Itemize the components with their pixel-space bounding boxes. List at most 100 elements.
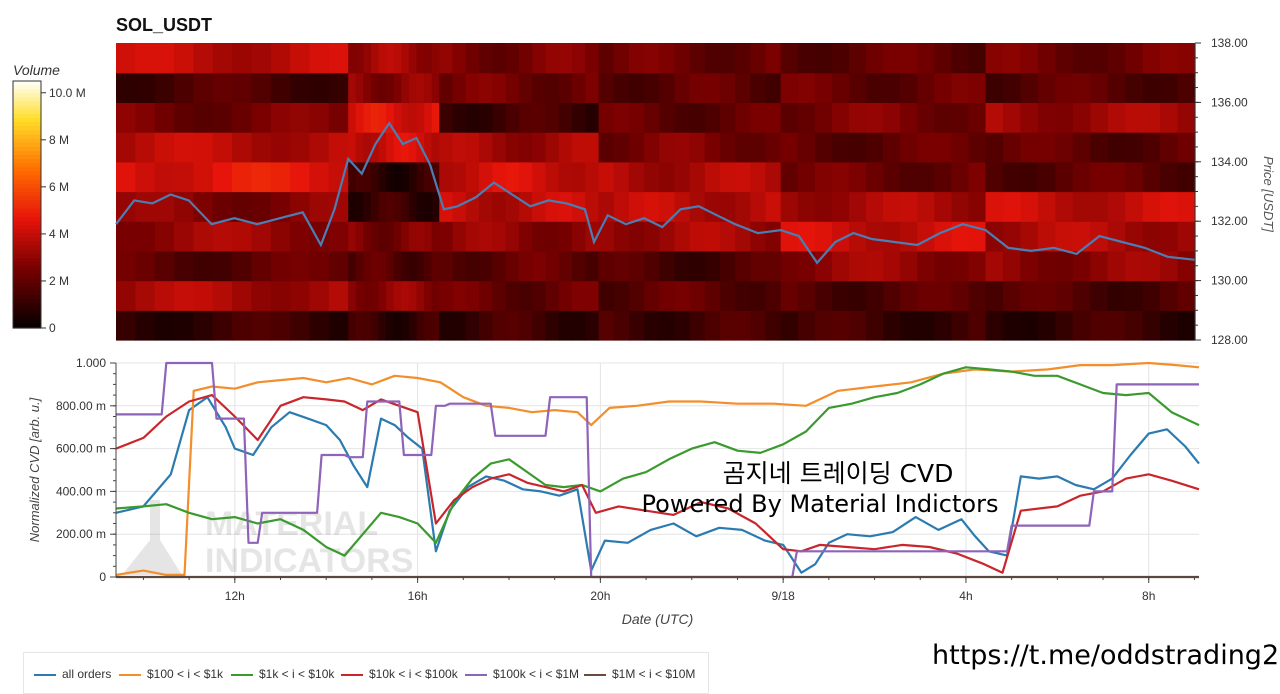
heatmap-cell [545,132,560,163]
heatmap-cell [193,72,214,103]
colorbar-gradient [13,81,41,329]
heatmap-cell [393,161,402,193]
heatmap-cell [290,280,311,311]
heatmap-cell [750,250,767,282]
heatmap-cell [479,43,493,74]
heatmap-cell [900,250,918,282]
heatmap-cell [900,221,918,252]
colorbar-step [13,225,41,230]
colorbar-label: Volume [13,62,60,78]
heatmap-cell [154,221,175,252]
heatmap-cell [212,132,233,163]
heatmap-cell [424,221,433,252]
heatmap-cell [1107,310,1126,341]
heatmap-cell [479,132,493,163]
heatmap-cell [719,132,736,163]
heatmap-cell [1072,310,1091,341]
heatmap-cell [378,102,387,133]
heatmap-cell [174,221,194,252]
colorbar-step [13,266,41,271]
heatmap-cell [452,132,467,163]
heatmap-cell [1142,221,1161,252]
heatmap-cell [154,72,175,103]
heatmap-cell [116,132,136,163]
heatmap-cell [900,161,918,193]
flask-icon [122,500,182,575]
telegram-link[interactable]: https://t.me/oddstrading2 [932,640,1280,671]
heatmap-cell [659,132,676,163]
heatmap-cell [386,250,395,282]
colorbar-step [13,183,41,189]
legend-item[interactable]: $100k < i < $1M [465,667,579,681]
cvd-x-tick-label: 4h [959,589,972,603]
cvd-x-tick-label: 12h [225,589,245,603]
heatmap-cell [883,72,901,103]
heatmap-cell [659,250,676,282]
legend-item[interactable]: $10k < i < $100k [341,667,458,681]
heatmap-cell [613,310,630,341]
heatmap-cell [439,280,454,311]
heatmap-cell [386,280,395,311]
heatmap-cell [572,43,586,74]
colorbar-step [13,216,41,222]
heatmap-cell [479,72,493,103]
heatmap-cell [251,102,272,133]
legend-item[interactable]: $1k < i < $10k [231,667,334,681]
heatmap-cell [765,132,782,163]
heatmap-cell [251,43,272,74]
heatmap-cell [386,72,395,103]
heatmap-cell [866,72,884,103]
heatmap-cell [174,43,194,74]
heatmap-cell [1055,72,1074,103]
heatmap-cell [154,161,175,193]
heatmap-cell [719,161,736,193]
heatmap-cell [363,102,372,133]
heatmap-cell [1090,43,1109,74]
heatmap-cell [1142,280,1161,311]
legend-item[interactable]: all orders [34,667,111,681]
heatmap-cell [883,43,901,74]
heatmap-cell [1055,191,1074,222]
heatmap-cell [479,161,493,193]
heatmap-cell [135,132,156,163]
heatmap-cell [309,43,330,74]
heatmap-cell [659,43,676,74]
colorbar-tick-label: 0 [49,321,56,335]
heatmap-cell [704,161,721,193]
heatmap-cell [545,221,560,252]
heatmap-cell [1055,102,1074,133]
heatmap-cell [866,43,884,74]
heatmap-cell [613,191,630,222]
colorbar-step [13,113,41,119]
legend-item[interactable]: $1M < i < $10M [584,667,695,681]
heatmap-cell [934,310,953,341]
heatmap-cell [328,310,349,341]
heatmap-cell [439,191,454,222]
cvd-series-line [115,394,1200,574]
heatmap-cell [704,132,721,163]
heatmap-cell [505,221,520,252]
heatmap-cell [797,280,816,311]
legend-label: all orders [62,667,112,681]
heatmap-cell [431,72,440,103]
heatmap-cell [558,310,573,341]
cvd-y-axis-label: Normalized CVD [arb. u.] [27,397,42,542]
heatmap-cell [1003,72,1022,103]
heatmap-cell [900,310,918,341]
heatmap-cell [598,250,615,282]
heatmap-cell [290,310,311,341]
heatmap-cell [1072,280,1091,311]
heatmap-cell [719,43,736,74]
heatmap-cell [598,72,615,103]
heatmap-cell [659,280,676,311]
heatmap-cell [116,102,136,133]
heatmap-cell [765,221,782,252]
cvd-x-axis-label: Date (UTC) [622,611,694,627]
legend-item[interactable]: $100 < i < $1k [119,667,223,681]
heatmap-cell [674,161,691,193]
heatmap-cell [883,132,901,163]
heatmap-cell [831,132,850,163]
heatmap-cell [348,161,357,193]
heatmap-cell [985,161,1004,193]
heatmap-cell [378,310,387,341]
